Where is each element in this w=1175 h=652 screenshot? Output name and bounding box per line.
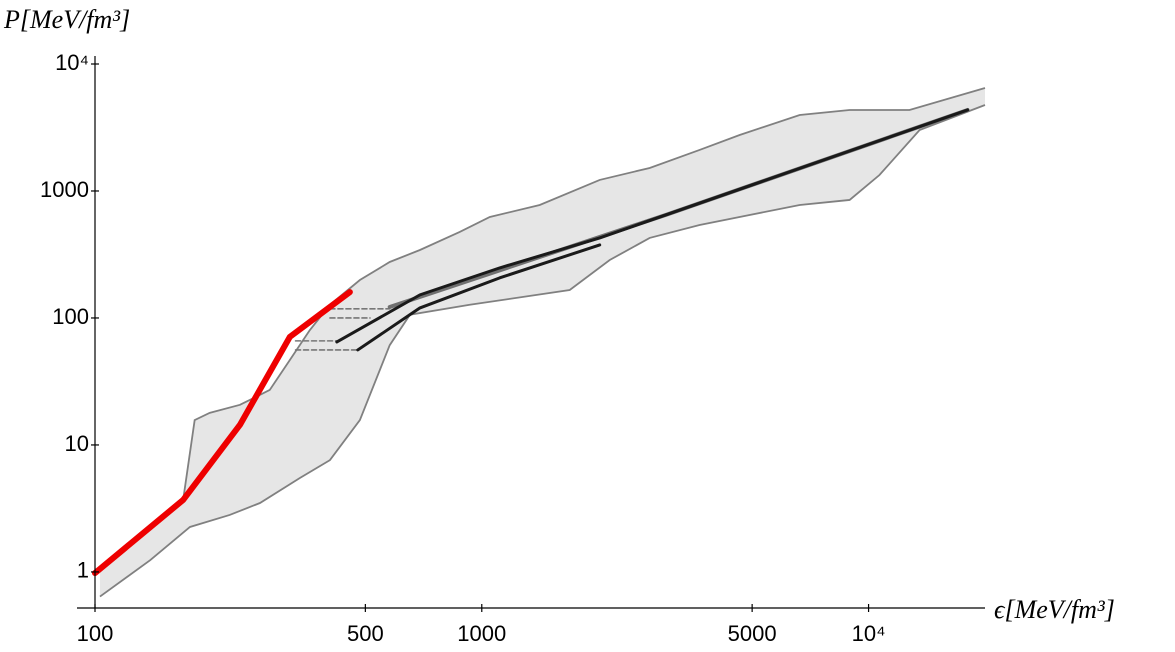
y-tick-label: 10⁴ [55, 50, 89, 75]
x-tick-label: 100 [77, 621, 114, 646]
x-tick-label: 10⁴ [852, 621, 886, 646]
y-tick-label: 1000 [40, 177, 89, 202]
band-edge [99, 104, 986, 598]
y-tick-label: 1 [77, 558, 89, 583]
band-area [99, 88, 986, 597]
y-tick-label: 100 [52, 304, 89, 329]
x-tick-label: 500 [347, 621, 384, 646]
line [356, 243, 602, 352]
line [335, 108, 970, 344]
y-axis-label: P[MeV/fm³] [3, 5, 130, 34]
line [92, 289, 353, 577]
y-tick-label: 10 [65, 431, 89, 456]
x-tick-label: 1000 [457, 621, 506, 646]
x-tick-label: 5000 [728, 621, 777, 646]
x-axis-label: ϵ[MeV/fm³] [994, 595, 1115, 624]
band-edge [99, 87, 986, 571]
